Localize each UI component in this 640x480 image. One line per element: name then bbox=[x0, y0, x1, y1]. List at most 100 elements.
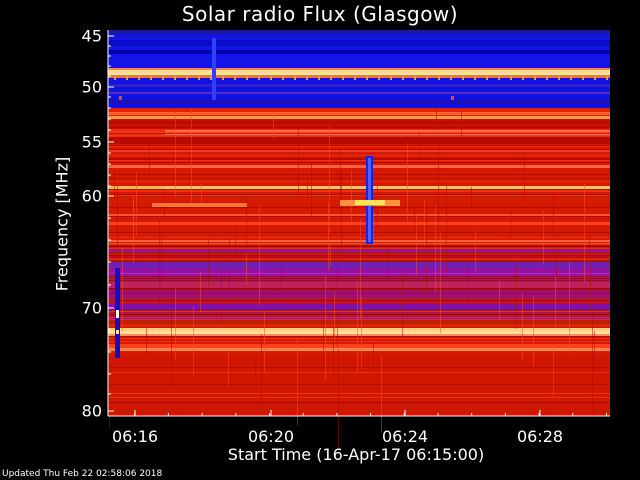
spectrogram-vstreak bbox=[246, 254, 247, 285]
spectrogram-band bbox=[108, 68, 610, 70]
spectrogram-vstreak bbox=[246, 196, 247, 244]
spectrogram-dot bbox=[474, 76, 476, 80]
spectrogram-dot bbox=[606, 76, 608, 80]
spectrogram-band bbox=[108, 165, 610, 168]
spectrogram-dot bbox=[366, 76, 368, 80]
spectrogram-vstreak bbox=[337, 246, 338, 347]
spectrogram-line bbox=[108, 248, 610, 249]
spectrogram-band bbox=[108, 344, 610, 348]
x-tick-label: 06:28 bbox=[516, 427, 564, 446]
spectrogram-line bbox=[108, 243, 610, 244]
spectrogram-vstreak bbox=[553, 344, 554, 398]
spectrogram-dot bbox=[522, 76, 524, 80]
spectrogram-vstreak bbox=[175, 111, 176, 198]
spectrogram-vstreak bbox=[351, 170, 352, 226]
spectrogram-vstreak bbox=[524, 152, 525, 202]
spectrogram-line bbox=[108, 293, 610, 294]
spectrogram-band bbox=[108, 119, 610, 129]
y-axis-label: Frequency [MHz] bbox=[52, 156, 72, 292]
spectrogram-vstreak bbox=[325, 275, 326, 381]
spectrogram-line bbox=[108, 246, 610, 247]
spectrogram-vstreak bbox=[426, 207, 427, 302]
spectrogram-dot bbox=[426, 76, 428, 80]
spectrogram-dot bbox=[114, 76, 116, 80]
spectrogram-vstreak bbox=[435, 205, 436, 292]
spectrogram-dot bbox=[150, 76, 152, 80]
spectrogram-vstreak bbox=[475, 231, 476, 271]
spectrogram-line bbox=[108, 402, 610, 403]
spectrogram-line bbox=[108, 341, 610, 342]
spectrogram-line bbox=[108, 207, 610, 208]
spectrogram-vstreak bbox=[109, 352, 110, 428]
spectrogram-band bbox=[108, 331, 610, 334]
spectrogram-band bbox=[108, 282, 610, 288]
spectrogram-dot bbox=[498, 76, 500, 80]
spectrogram-vstreak bbox=[340, 147, 341, 210]
emission-streak bbox=[165, 186, 610, 189]
spectrogram-dot bbox=[534, 76, 536, 80]
spectrogram-line bbox=[108, 261, 610, 262]
spectrogram-dot bbox=[582, 76, 584, 80]
spectrogram-vstreak bbox=[387, 249, 388, 280]
spectrogram-vstreak bbox=[171, 290, 172, 386]
spectrogram-band bbox=[108, 75, 610, 78]
spectrogram-line bbox=[108, 143, 610, 144]
spectrogram-dot bbox=[174, 76, 176, 80]
spectrogram-band bbox=[108, 348, 610, 352]
spectrogram-dot bbox=[558, 76, 560, 80]
spectrogram-band bbox=[108, 70, 610, 75]
spectrogram-vstreak bbox=[499, 281, 500, 319]
spectrogram-vstreak bbox=[133, 195, 134, 246]
spectrogram-vstreak bbox=[228, 345, 229, 386]
spectrogram-vstreak bbox=[553, 194, 554, 236]
spectrogram-line bbox=[108, 314, 610, 315]
y-tick-label: 70 bbox=[81, 298, 102, 318]
spectrogram-line bbox=[108, 178, 610, 179]
spectrogram-line bbox=[108, 127, 610, 128]
spectrogram-vstreak bbox=[361, 297, 362, 369]
spectrogram-dot bbox=[186, 76, 188, 80]
spectrogram-dot bbox=[234, 76, 236, 80]
spectrogram-dot bbox=[378, 76, 380, 80]
spectrogram-line bbox=[108, 232, 610, 233]
spectrogram-vstreak bbox=[556, 250, 557, 277]
spectrogram-line bbox=[108, 288, 610, 289]
spectrogram-vstreak bbox=[329, 126, 330, 233]
spectrogram-dot bbox=[210, 76, 212, 80]
spectrogram-dot bbox=[570, 76, 572, 80]
spectrogram-vstreak bbox=[381, 355, 382, 432]
spectrogram-band bbox=[108, 304, 610, 310]
spectrogram-line bbox=[108, 252, 610, 253]
spectrogram-line bbox=[108, 189, 610, 190]
x-tick-label: 06:24 bbox=[381, 427, 429, 446]
spectrogram-vstreak bbox=[333, 323, 334, 382]
spectrogram-vstreak bbox=[471, 187, 472, 209]
spectrogram-vstreak bbox=[221, 249, 222, 323]
spectrogram-vstreak bbox=[264, 312, 265, 373]
chart-title: Solar radio Flux (Glasgow) bbox=[181, 2, 459, 26]
spectrogram-line bbox=[108, 133, 610, 134]
y-tick-label: 45 bbox=[81, 26, 102, 46]
y-tick-label: 60 bbox=[81, 186, 102, 206]
spectrogram-line bbox=[108, 338, 610, 339]
spectrogram-vstreak bbox=[357, 283, 358, 373]
spectrogram-vstreak bbox=[569, 262, 570, 353]
spectrogram-vstreak bbox=[341, 170, 342, 260]
spectrogram-line bbox=[108, 145, 610, 146]
spectrogram-line bbox=[108, 397, 610, 398]
spectrogram-dot bbox=[318, 76, 320, 80]
spectrogram-band bbox=[108, 320, 610, 324]
spectrogram-dot bbox=[330, 76, 332, 80]
spectrogram-vstreak bbox=[307, 178, 308, 198]
spectrogram-vstreak bbox=[200, 272, 201, 312]
spectrogram-vstreak bbox=[259, 204, 260, 305]
spectrogram-vstreak bbox=[589, 236, 590, 259]
spectrogram-vstreak bbox=[510, 211, 511, 238]
spectrogram-line bbox=[108, 300, 610, 301]
spectrogram-vstreak bbox=[438, 146, 439, 226]
spectrogram-vstreak bbox=[208, 239, 209, 287]
spectrogram-vstreak bbox=[402, 273, 403, 337]
radio-burst bbox=[212, 38, 216, 100]
spectrogram-band bbox=[108, 84, 610, 87]
radio-burst bbox=[116, 310, 119, 318]
